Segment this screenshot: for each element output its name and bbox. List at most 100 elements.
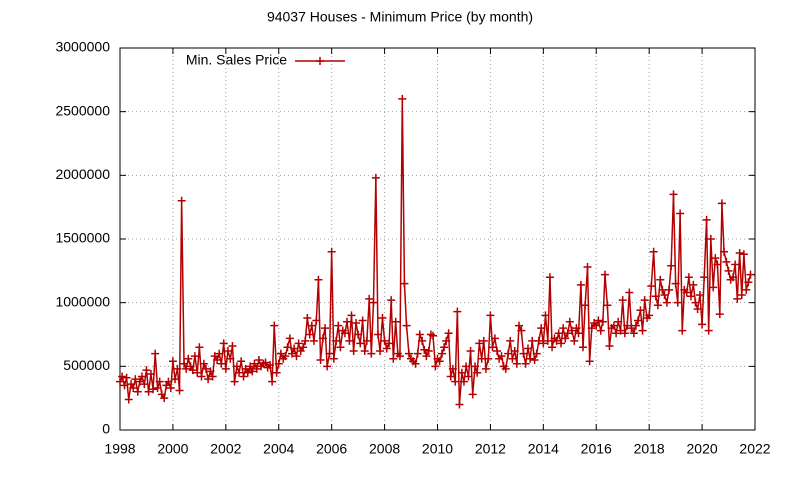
data-point xyxy=(223,347,232,356)
data-point xyxy=(614,317,623,326)
data-point xyxy=(583,263,592,272)
data-point xyxy=(204,375,213,384)
y-tick-label: 2000000 xyxy=(55,166,110,182)
data-point xyxy=(155,377,164,386)
data-point xyxy=(283,343,292,352)
data-point xyxy=(567,326,576,335)
x-tick-label: 2016 xyxy=(581,441,612,457)
data-point xyxy=(735,249,744,258)
data-point xyxy=(640,296,649,305)
data-point xyxy=(321,324,330,333)
data-point xyxy=(149,385,158,394)
data-point xyxy=(545,273,554,282)
data-point xyxy=(585,357,594,366)
data-point xyxy=(343,317,352,326)
data-point xyxy=(676,209,685,218)
data-point xyxy=(671,279,680,288)
data-point xyxy=(380,336,389,345)
data-point xyxy=(398,94,407,103)
data-point xyxy=(512,359,521,368)
data-point xyxy=(653,301,662,310)
data-point xyxy=(206,367,215,376)
data-point xyxy=(287,349,296,358)
data-point xyxy=(645,311,654,320)
data-point xyxy=(746,270,755,279)
data-point xyxy=(616,326,625,335)
data-point xyxy=(173,364,182,373)
data-point xyxy=(268,377,277,386)
data-point xyxy=(742,285,751,294)
data-point xyxy=(309,336,318,345)
data-point xyxy=(294,339,303,348)
data-point xyxy=(704,326,713,335)
data-point xyxy=(473,368,482,377)
data-point xyxy=(230,377,239,386)
data-point xyxy=(691,298,700,307)
data-point xyxy=(457,368,466,377)
data-point xyxy=(455,400,464,409)
data-point xyxy=(468,390,477,399)
data-point xyxy=(484,354,493,363)
data-point xyxy=(340,329,349,338)
data-point xyxy=(395,352,404,361)
data-point xyxy=(116,377,124,386)
data-point xyxy=(517,326,526,335)
data-point xyxy=(131,375,140,384)
data-point xyxy=(466,347,475,356)
data-point xyxy=(722,257,731,266)
data-point xyxy=(389,354,398,363)
data-point xyxy=(587,324,596,333)
data-point xyxy=(402,321,411,330)
x-tick-label: 2004 xyxy=(263,441,294,457)
data-point xyxy=(219,339,228,348)
data-point xyxy=(418,336,427,345)
plot-frame xyxy=(119,47,756,431)
data-point xyxy=(171,375,180,384)
data-point xyxy=(208,372,217,381)
y-tick-label: 3000000 xyxy=(55,39,110,55)
data-point xyxy=(693,305,702,314)
data-point xyxy=(625,288,634,297)
data-point xyxy=(561,334,570,343)
data-point xyxy=(217,359,226,368)
data-point xyxy=(686,292,695,301)
data-point xyxy=(144,387,153,396)
data-point xyxy=(429,331,438,340)
data-point xyxy=(733,294,742,303)
data-point xyxy=(237,357,246,366)
data-point xyxy=(327,247,336,256)
data-point xyxy=(177,196,186,205)
data-point xyxy=(656,275,665,284)
data-point xyxy=(682,288,691,297)
data-point xyxy=(435,357,444,366)
data-point xyxy=(354,330,363,339)
data-point xyxy=(318,334,327,343)
x-tick-label: 1998 xyxy=(104,441,135,457)
data-point xyxy=(248,367,257,376)
data-point xyxy=(459,377,468,386)
data-point xyxy=(620,329,629,338)
y-tick-label: 2500000 xyxy=(55,102,110,118)
data-point xyxy=(539,339,548,348)
data-point xyxy=(347,311,356,320)
data-point xyxy=(737,291,746,300)
x-tick-label: 2022 xyxy=(739,441,770,457)
y-tick-label: 1000000 xyxy=(55,293,110,309)
data-point xyxy=(226,354,235,363)
data-point xyxy=(603,301,612,310)
data-point xyxy=(634,316,643,325)
data-point xyxy=(261,358,270,367)
data-point xyxy=(442,336,451,345)
data-point xyxy=(129,383,138,392)
data-point xyxy=(530,355,539,364)
data-point xyxy=(713,260,722,269)
data-point xyxy=(471,362,480,371)
data-point xyxy=(631,321,640,330)
data-point xyxy=(581,301,590,310)
data-point xyxy=(137,372,146,381)
data-point xyxy=(508,354,517,363)
data-point xyxy=(486,311,495,320)
data-point xyxy=(166,383,175,392)
x-tick-label: 2014 xyxy=(528,441,559,457)
